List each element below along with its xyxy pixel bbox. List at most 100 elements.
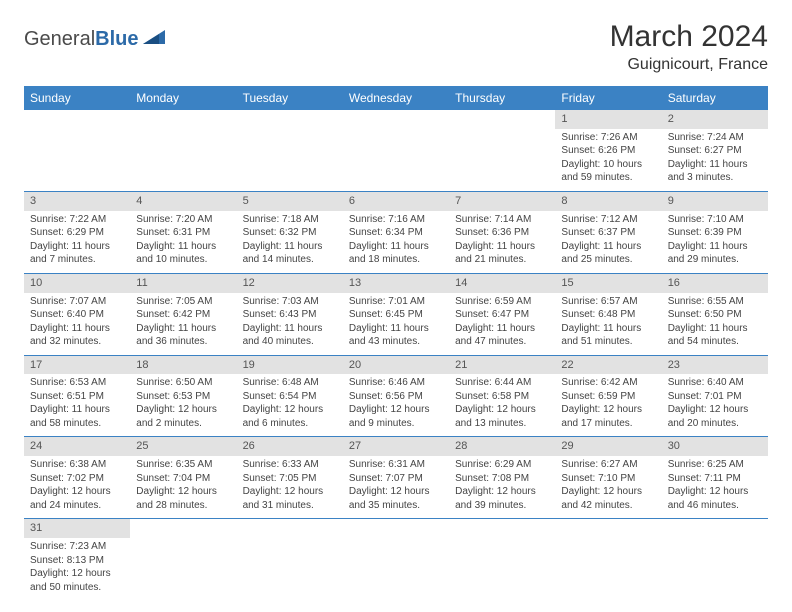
- day-cell: 13Sunrise: 7:01 AMSunset: 6:45 PMDayligh…: [343, 273, 449, 355]
- sunset-text: Sunset: 6:53 PM: [136, 390, 230, 404]
- sunrise-text: Sunrise: 6:46 AM: [349, 376, 443, 390]
- day-cell: [237, 110, 343, 191]
- day-details: [343, 114, 449, 166]
- sunset-text: Sunset: 6:42 PM: [136, 308, 230, 322]
- day-cell: [343, 519, 449, 600]
- sunset-text: Sunset: 7:02 PM: [30, 472, 124, 486]
- daylight-text: Daylight: 11 hours and 47 minutes.: [455, 322, 549, 349]
- day-number: 20: [343, 356, 449, 375]
- day-number: 18: [130, 356, 236, 375]
- day-cell: [343, 110, 449, 191]
- sunrise-text: Sunrise: 7:23 AM: [30, 540, 124, 554]
- sunrise-text: Sunrise: 6:48 AM: [243, 376, 337, 390]
- daylight-text: Daylight: 12 hours and 6 minutes.: [243, 403, 337, 430]
- col-monday: Monday: [130, 86, 236, 110]
- day-details: Sunrise: 6:25 AMSunset: 7:11 PMDaylight:…: [662, 456, 768, 518]
- day-number: 5: [237, 192, 343, 211]
- sunset-text: Sunset: 6:56 PM: [349, 390, 443, 404]
- daylight-text: Daylight: 12 hours and 17 minutes.: [561, 403, 655, 430]
- day-details: [130, 114, 236, 166]
- sunrise-text: Sunrise: 6:40 AM: [668, 376, 762, 390]
- sunrise-text: Sunrise: 7:18 AM: [243, 213, 337, 227]
- sunrise-text: Sunrise: 6:38 AM: [30, 458, 124, 472]
- sunset-text: Sunset: 6:48 PM: [561, 308, 655, 322]
- day-details: Sunrise: 6:29 AMSunset: 7:08 PMDaylight:…: [449, 456, 555, 518]
- sunrise-text: Sunrise: 6:59 AM: [455, 295, 549, 309]
- sunrise-text: Sunrise: 7:10 AM: [668, 213, 762, 227]
- day-details: Sunrise: 6:57 AMSunset: 6:48 PMDaylight:…: [555, 293, 661, 355]
- day-cell: 31Sunrise: 7:23 AMSunset: 8:13 PMDayligh…: [24, 519, 130, 600]
- day-details: Sunrise: 7:24 AMSunset: 6:27 PMDaylight:…: [662, 129, 768, 191]
- sunrise-text: Sunrise: 7:12 AM: [561, 213, 655, 227]
- day-cell: [449, 110, 555, 191]
- sunrise-text: Sunrise: 7:14 AM: [455, 213, 549, 227]
- day-cell: 14Sunrise: 6:59 AMSunset: 6:47 PMDayligh…: [449, 273, 555, 355]
- day-number: 19: [237, 356, 343, 375]
- day-number: 30: [662, 437, 768, 456]
- daylight-text: Daylight: 12 hours and 39 minutes.: [455, 485, 549, 512]
- day-cell: 16Sunrise: 6:55 AMSunset: 6:50 PMDayligh…: [662, 273, 768, 355]
- page-header: GeneralBlue March 2024 Guignicourt, Fran…: [24, 20, 768, 74]
- day-number: 14: [449, 274, 555, 293]
- week-row: 3 Sunrise: 7:22 AMSunset: 6:29 PM Daylight…: [24, 191, 768, 273]
- daylight-text: Daylight: 11 hours and 3 minutes.: [668, 158, 762, 185]
- sunset-text: Sunset: 6:37 PM: [561, 226, 655, 240]
- daylight-text: Daylight: 11 hours and 29 minutes.: [668, 240, 762, 267]
- day-cell: 3Sunrise: 7:22 AMSunset: 6:29 PMDaylight…: [24, 191, 130, 273]
- sunrise-text: Sunrise: 6:27 AM: [561, 458, 655, 472]
- day-number: 31: [24, 519, 130, 538]
- daylight-text: Daylight: 11 hours and 51 minutes.: [561, 322, 655, 349]
- day-cell: 25Sunrise: 6:35 AMSunset: 7:04 PMDayligh…: [130, 437, 236, 519]
- daylight-text: Daylight: 12 hours and 24 minutes.: [30, 485, 124, 512]
- title-block: March 2024 Guignicourt, France: [610, 20, 768, 74]
- day-number: 3: [24, 192, 130, 211]
- daylight-text: Daylight: 12 hours and 42 minutes.: [561, 485, 655, 512]
- sunset-text: Sunset: 6:40 PM: [30, 308, 124, 322]
- daylight-text: Daylight: 11 hours and 40 minutes.: [243, 322, 337, 349]
- day-cell: 6Sunrise: 7:16 AMSunset: 6:34 PMDaylight…: [343, 191, 449, 273]
- day-details: Sunrise: 6:50 AMSunset: 6:53 PMDaylight:…: [130, 374, 236, 436]
- logo: GeneralBlue: [24, 20, 165, 51]
- sunrise-text: Sunrise: 6:29 AM: [455, 458, 549, 472]
- day-details: Sunrise: 7:10 AMSunset: 6:39 PMDaylight:…: [662, 211, 768, 273]
- sunrise-text: Sunrise: 7:22 AM: [30, 213, 124, 227]
- col-wednesday: Wednesday: [343, 86, 449, 110]
- sunrise-text: Sunrise: 7:05 AM: [136, 295, 230, 309]
- day-details: [555, 523, 661, 575]
- sunrise-text: Sunrise: 7:03 AM: [243, 295, 337, 309]
- sunset-text: Sunset: 6:39 PM: [668, 226, 762, 240]
- day-number: 27: [343, 437, 449, 456]
- weekday-header-row: Sunday Monday Tuesday Wednesday Thursday…: [24, 86, 768, 110]
- daylight-text: Daylight: 11 hours and 54 minutes.: [668, 322, 762, 349]
- sunrise-text: Sunrise: 6:31 AM: [349, 458, 443, 472]
- day-details: Sunrise: 6:44 AMSunset: 6:58 PMDaylight:…: [449, 374, 555, 436]
- day-cell: 22Sunrise: 6:42 AMSunset: 6:59 PMDayligh…: [555, 355, 661, 437]
- day-cell: 5Sunrise: 7:18 AMSunset: 6:32 PMDaylight…: [237, 191, 343, 273]
- sunset-text: Sunset: 6:29 PM: [30, 226, 124, 240]
- day-cell: 20Sunrise: 6:46 AMSunset: 6:56 PMDayligh…: [343, 355, 449, 437]
- day-number: 13: [343, 274, 449, 293]
- week-row: 1Sunrise: 7:26 AMSunset: 6:26 PMDaylight…: [24, 110, 768, 191]
- sunset-text: Sunset: 6:54 PM: [243, 390, 337, 404]
- col-tuesday: Tuesday: [237, 86, 343, 110]
- day-details: Sunrise: 7:03 AMSunset: 6:43 PMDaylight:…: [237, 293, 343, 355]
- week-row: 17Sunrise: 6:53 AMSunset: 6:51 PMDayligh…: [24, 355, 768, 437]
- day-details: Sunrise: 6:55 AMSunset: 6:50 PMDaylight:…: [662, 293, 768, 355]
- daylight-text: Daylight: 12 hours and 28 minutes.: [136, 485, 230, 512]
- day-cell: 7Sunrise: 7:14 AMSunset: 6:36 PMDaylight…: [449, 191, 555, 273]
- sunrise-text: Sunrise: 6:25 AM: [668, 458, 762, 472]
- daylight-text: Daylight: 12 hours and 46 minutes.: [668, 485, 762, 512]
- day-details: [449, 523, 555, 575]
- daylight-text: Daylight: 11 hours and 36 minutes.: [136, 322, 230, 349]
- col-friday: Friday: [555, 86, 661, 110]
- sunrise-text: Sunrise: 6:50 AM: [136, 376, 230, 390]
- daylight-text: Daylight: 11 hours and 43 minutes.: [349, 322, 443, 349]
- calendar-table: Sunday Monday Tuesday Wednesday Thursday…: [24, 86, 768, 600]
- sunset-text: Sunset: 7:01 PM: [668, 390, 762, 404]
- day-details: [662, 523, 768, 575]
- day-number: 7: [449, 192, 555, 211]
- daylight-text: Daylight: 12 hours and 20 minutes.: [668, 403, 762, 430]
- sunset-text: Sunset: 7:05 PM: [243, 472, 337, 486]
- week-row: 24Sunrise: 6:38 AMSunset: 7:02 PMDayligh…: [24, 437, 768, 519]
- day-cell: [555, 519, 661, 600]
